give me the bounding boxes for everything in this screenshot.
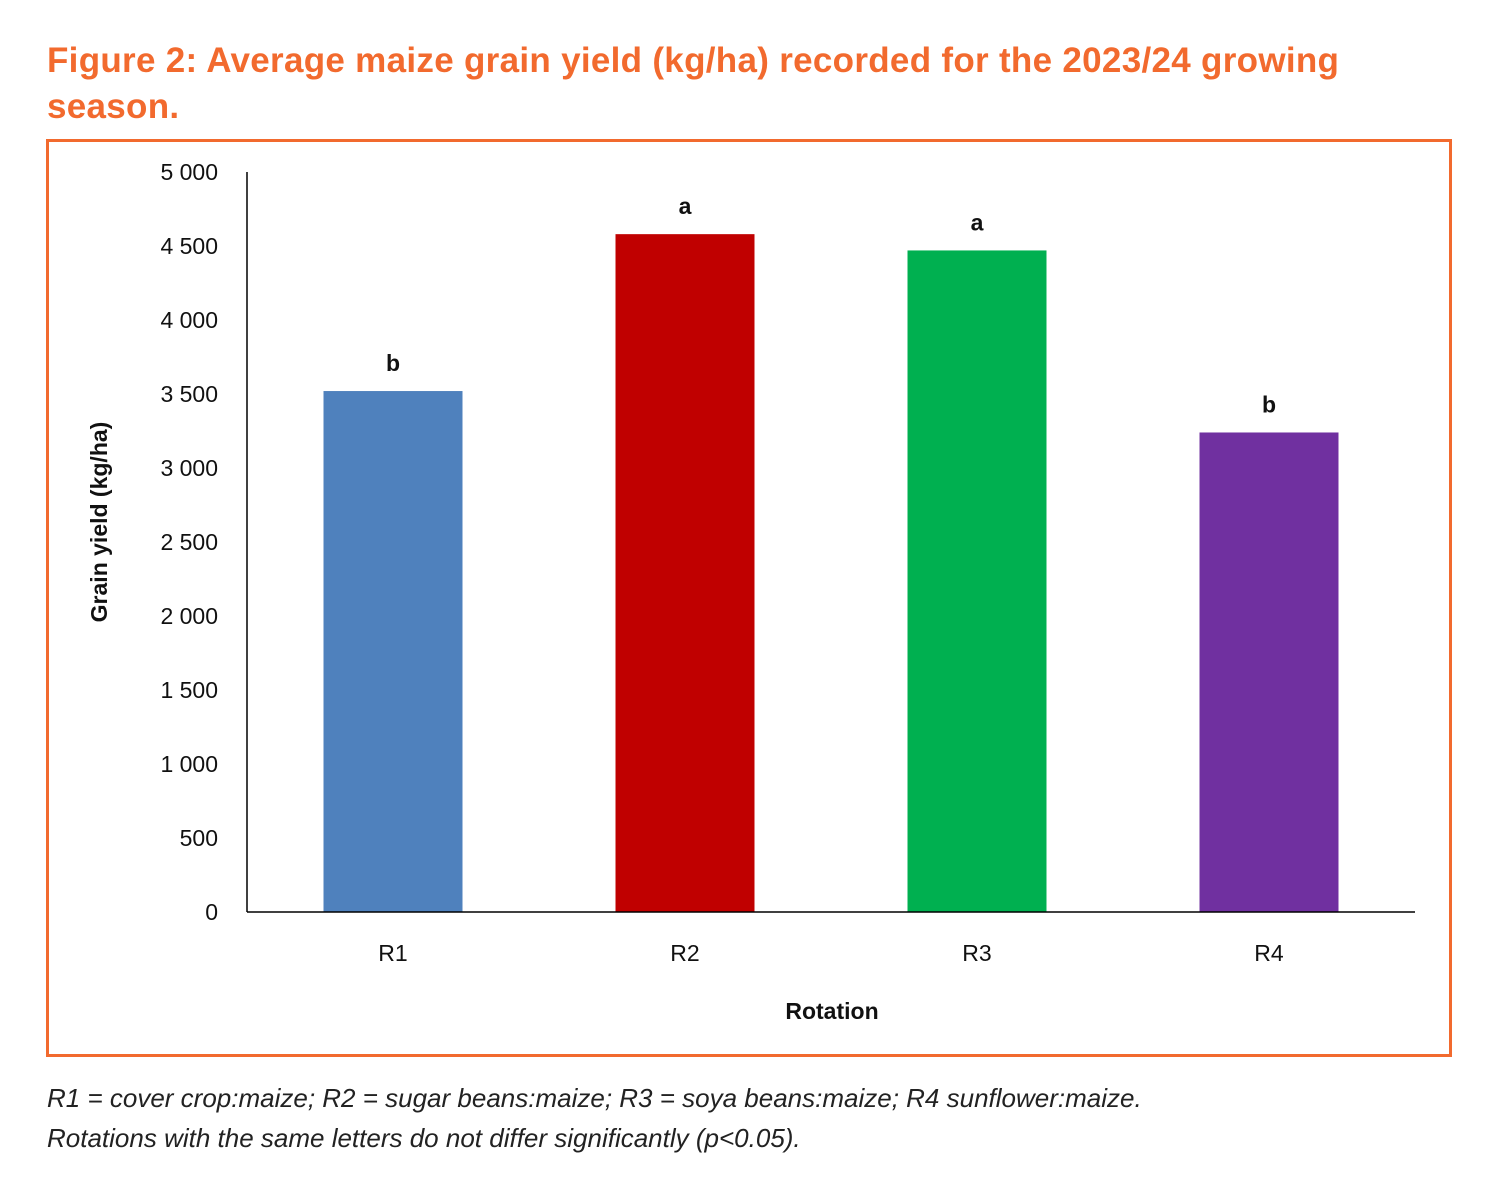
bar-r3 xyxy=(907,250,1047,912)
significance-letter: a xyxy=(679,193,692,219)
bar-r1 xyxy=(323,391,463,912)
y-tick-label: 4 500 xyxy=(160,233,218,259)
x-tick-label: R3 xyxy=(962,940,991,966)
x-axis-label: Rotation xyxy=(785,998,878,1024)
y-tick-label: 3 000 xyxy=(160,455,218,481)
x-tick-label: R4 xyxy=(1254,940,1284,966)
y-tick-label: 2 500 xyxy=(160,529,218,555)
bar-r4 xyxy=(1199,432,1339,912)
y-tick-label: 500 xyxy=(180,825,218,851)
significance-letter: a xyxy=(971,209,984,235)
y-tick-label: 2 000 xyxy=(160,603,218,629)
y-tick-label: 1 500 xyxy=(160,677,218,703)
y-tick-label: 3 500 xyxy=(160,381,218,407)
figure-title: Figure 2: Average maize grain yield (kg/… xyxy=(47,41,1340,126)
significance-letter: b xyxy=(1262,391,1276,417)
y-tick-label: 4 000 xyxy=(160,307,218,333)
y-tick-label: 5 000 xyxy=(160,159,218,185)
caption-line-2: Rotations with the same letters do not d… xyxy=(47,1123,801,1153)
x-tick-label: R1 xyxy=(378,940,407,966)
figure-caption: R1 = cover crop:maize; R2 = sugar beans:… xyxy=(47,1078,1142,1158)
y-axis-label: Grain yield (kg/ha) xyxy=(86,422,112,623)
caption-line-1: R1 = cover crop:maize; R2 = sugar beans:… xyxy=(47,1083,1142,1113)
significance-letter: b xyxy=(386,350,400,376)
x-tick-label: R2 xyxy=(670,940,699,966)
bar-r2 xyxy=(615,234,755,912)
chart-frame xyxy=(46,139,1452,1057)
y-tick-label: 0 xyxy=(205,899,218,925)
y-tick-label: 1 000 xyxy=(160,751,218,777)
